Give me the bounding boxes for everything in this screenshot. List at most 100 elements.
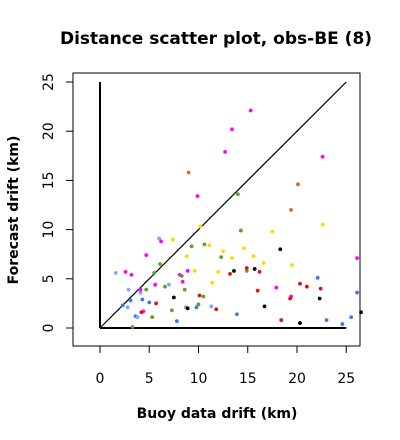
data-point (179, 273, 184, 278)
x-tick-label: 0 (96, 371, 105, 387)
data-point (261, 261, 266, 265)
data-point (318, 286, 323, 291)
data-point (235, 312, 239, 317)
data-point (195, 194, 200, 199)
data-point (184, 254, 189, 259)
data-point (228, 271, 232, 276)
data-point (320, 222, 325, 227)
data-point (232, 269, 236, 273)
data-point (123, 270, 128, 274)
data-point (219, 255, 224, 260)
data-point (138, 287, 143, 292)
data-point (174, 319, 179, 324)
data-point (139, 310, 144, 315)
data-point (113, 270, 118, 275)
y-tick-label: 10 (41, 221, 57, 239)
y-axis: 0 5 10 15 20 25 (41, 73, 73, 332)
data-point (298, 281, 302, 286)
data-point (186, 170, 191, 175)
data-point (290, 263, 294, 267)
data-point (270, 229, 275, 234)
data-point (214, 307, 219, 312)
data-point (147, 300, 152, 305)
data-point (144, 253, 149, 258)
data-point (207, 243, 212, 248)
data-point (182, 287, 187, 292)
data-point (180, 279, 185, 284)
data-point (278, 247, 283, 252)
data-point (129, 272, 134, 277)
data-point (128, 298, 133, 303)
data-point (135, 315, 140, 320)
data-point (210, 280, 215, 285)
x-tick-label: 20 (288, 371, 306, 387)
data-point (185, 269, 190, 273)
data-point (262, 304, 267, 309)
plot-frame (72, 72, 361, 347)
data-point (201, 294, 206, 299)
y-tick-label: 15 (41, 171, 57, 189)
data-point (296, 182, 300, 187)
data-point (298, 321, 302, 325)
data-point (154, 301, 159, 306)
x-axis-label: Buoy data drift (km) (137, 406, 298, 422)
data-point (288, 296, 293, 301)
data-point (355, 290, 359, 295)
data-point (238, 228, 243, 233)
data-point (194, 305, 199, 310)
data-point (248, 108, 253, 113)
chart-title: Distance scatter plot, obs-BE (8) (60, 29, 372, 49)
diagonal-line (99, 81, 347, 329)
data-point (236, 192, 240, 197)
data-points (113, 108, 363, 329)
y-tick-label: 20 (41, 122, 57, 140)
y-tick-label: 0 (41, 324, 57, 333)
data-point (355, 256, 359, 261)
data-point (185, 306, 190, 311)
reference-lines (99, 81, 347, 329)
y-axis-label: Forecast drift (km) (6, 136, 22, 285)
data-point (125, 305, 130, 310)
data-point (274, 285, 279, 290)
data-point (221, 249, 226, 254)
data-point (289, 208, 293, 212)
data-point (324, 318, 329, 323)
x-tick-label: 25 (337, 371, 355, 387)
data-point (170, 308, 174, 313)
data-point (244, 266, 249, 270)
data-point (159, 239, 163, 244)
data-point (198, 224, 203, 229)
data-point (279, 318, 284, 323)
data-point (251, 254, 256, 259)
data-point (257, 270, 262, 274)
data-point (196, 302, 201, 307)
data-point (315, 275, 320, 280)
data-point (130, 325, 135, 329)
data-point (170, 237, 175, 242)
data-point (144, 287, 149, 292)
data-point (340, 322, 345, 326)
data-point (152, 270, 157, 275)
data-point (359, 310, 363, 315)
x-tick-label: 10 (190, 371, 208, 387)
data-point (349, 315, 354, 320)
y-tick-label: 5 (41, 274, 57, 283)
data-point (230, 256, 234, 261)
data-point (255, 288, 260, 293)
data-point (252, 267, 257, 271)
data-point (153, 282, 158, 287)
data-point (163, 284, 167, 289)
x-tick-label: 15 (239, 371, 257, 387)
data-point (216, 270, 221, 274)
x-axis: 0 5 10 15 20 25 (96, 346, 355, 387)
data-point (126, 287, 131, 292)
data-point (209, 304, 214, 309)
data-point (171, 295, 176, 300)
data-point (304, 284, 309, 289)
y-tick-label: 25 (41, 73, 57, 91)
data-point (317, 296, 322, 301)
data-point (320, 154, 325, 159)
data-point (167, 282, 171, 287)
data-point (241, 246, 246, 251)
data-point (140, 297, 145, 302)
